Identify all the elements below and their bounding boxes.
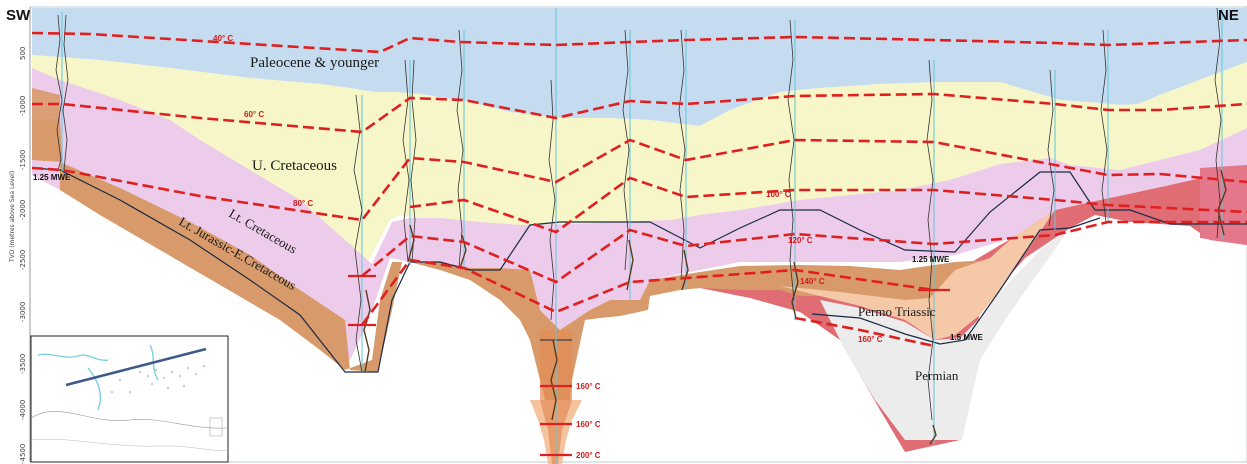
y-axis-label: TVD (metres above Sea Level) <box>9 171 16 263</box>
y-tick-2: -1500 <box>19 150 27 170</box>
isotherm-40 <box>31 31 1247 54</box>
inset-map <box>30 335 229 463</box>
unit-label-permo-triassic: Permo Triassic <box>858 304 936 319</box>
y-tick-6: -3500 <box>19 354 27 374</box>
isotherm-label-160-a: 160° C <box>576 382 601 391</box>
y-tick-5: -3000 <box>19 302 27 322</box>
isotherm-label-120: 120° C <box>788 236 813 245</box>
isotherm-60 <box>32 92 1247 134</box>
isotherms <box>31 31 1247 348</box>
mwe-label-right: 1.5 MWE <box>950 333 984 342</box>
direction-ne: NE <box>1218 7 1239 24</box>
isotherm-100 <box>409 176 1247 234</box>
isotherm-120 <box>361 220 1247 284</box>
y-tick-4: -2500 <box>19 250 27 270</box>
unit-lt-jurassic-upper <box>32 88 60 120</box>
isotherm-140 <box>360 258 935 326</box>
unit-permo-triassic <box>780 210 1055 340</box>
unit-label-permian: Permian <box>915 368 959 383</box>
unit-lt-cretaceous <box>32 68 1247 360</box>
base-outline-permian <box>811 217 1101 345</box>
y-axis: 500 -1000 -1500 -2000 -2500 -3000 -3500 … <box>9 7 31 464</box>
direction-sw: SW <box>6 7 31 24</box>
unit-paleocene <box>32 8 1247 126</box>
unit-u-cretaceous <box>32 55 1247 268</box>
y-tick-7: -4000 <box>19 400 27 420</box>
unit-permian <box>820 228 1070 440</box>
deep-well-temp-marks <box>348 274 950 457</box>
isotherm-label-160-right: 160° C <box>858 335 883 344</box>
y-tick-0: 500 <box>19 47 27 60</box>
mwe-label-left: 1.25 MWE <box>33 173 71 182</box>
section-line <box>65 347 207 387</box>
unit-lt-jurassic <box>32 118 1012 400</box>
isotherm-80 <box>31 138 1247 222</box>
isotherm-label-100: 100° C <box>766 190 791 199</box>
y-tick-1: -1000 <box>19 96 27 116</box>
isotherm-label-80: 80° C <box>293 199 313 208</box>
well-logs <box>55 7 1227 445</box>
y-tick-8: -4500 <box>19 444 27 464</box>
isotherm-label-40: 40° C <box>213 34 233 43</box>
isotherm-label-160-b: 160° C <box>576 420 601 429</box>
unit-label-u-cretaceous: U. Cretaceous <box>252 158 337 174</box>
y-tick-3: -2000 <box>19 200 27 220</box>
isotherm-160 <box>794 316 935 348</box>
unit-label-paleocene: Paleocene & younger <box>250 55 379 71</box>
mwe-label-mid: 1.25 MWE <box>912 255 950 264</box>
base-outline-left <box>31 167 1247 373</box>
isotherm-label-200: 200° C <box>576 451 601 460</box>
unit-right-pink <box>1200 165 1247 245</box>
isotherm-label-140: 140° C <box>800 277 825 286</box>
isotherm-label-60: 60° C <box>244 110 264 119</box>
